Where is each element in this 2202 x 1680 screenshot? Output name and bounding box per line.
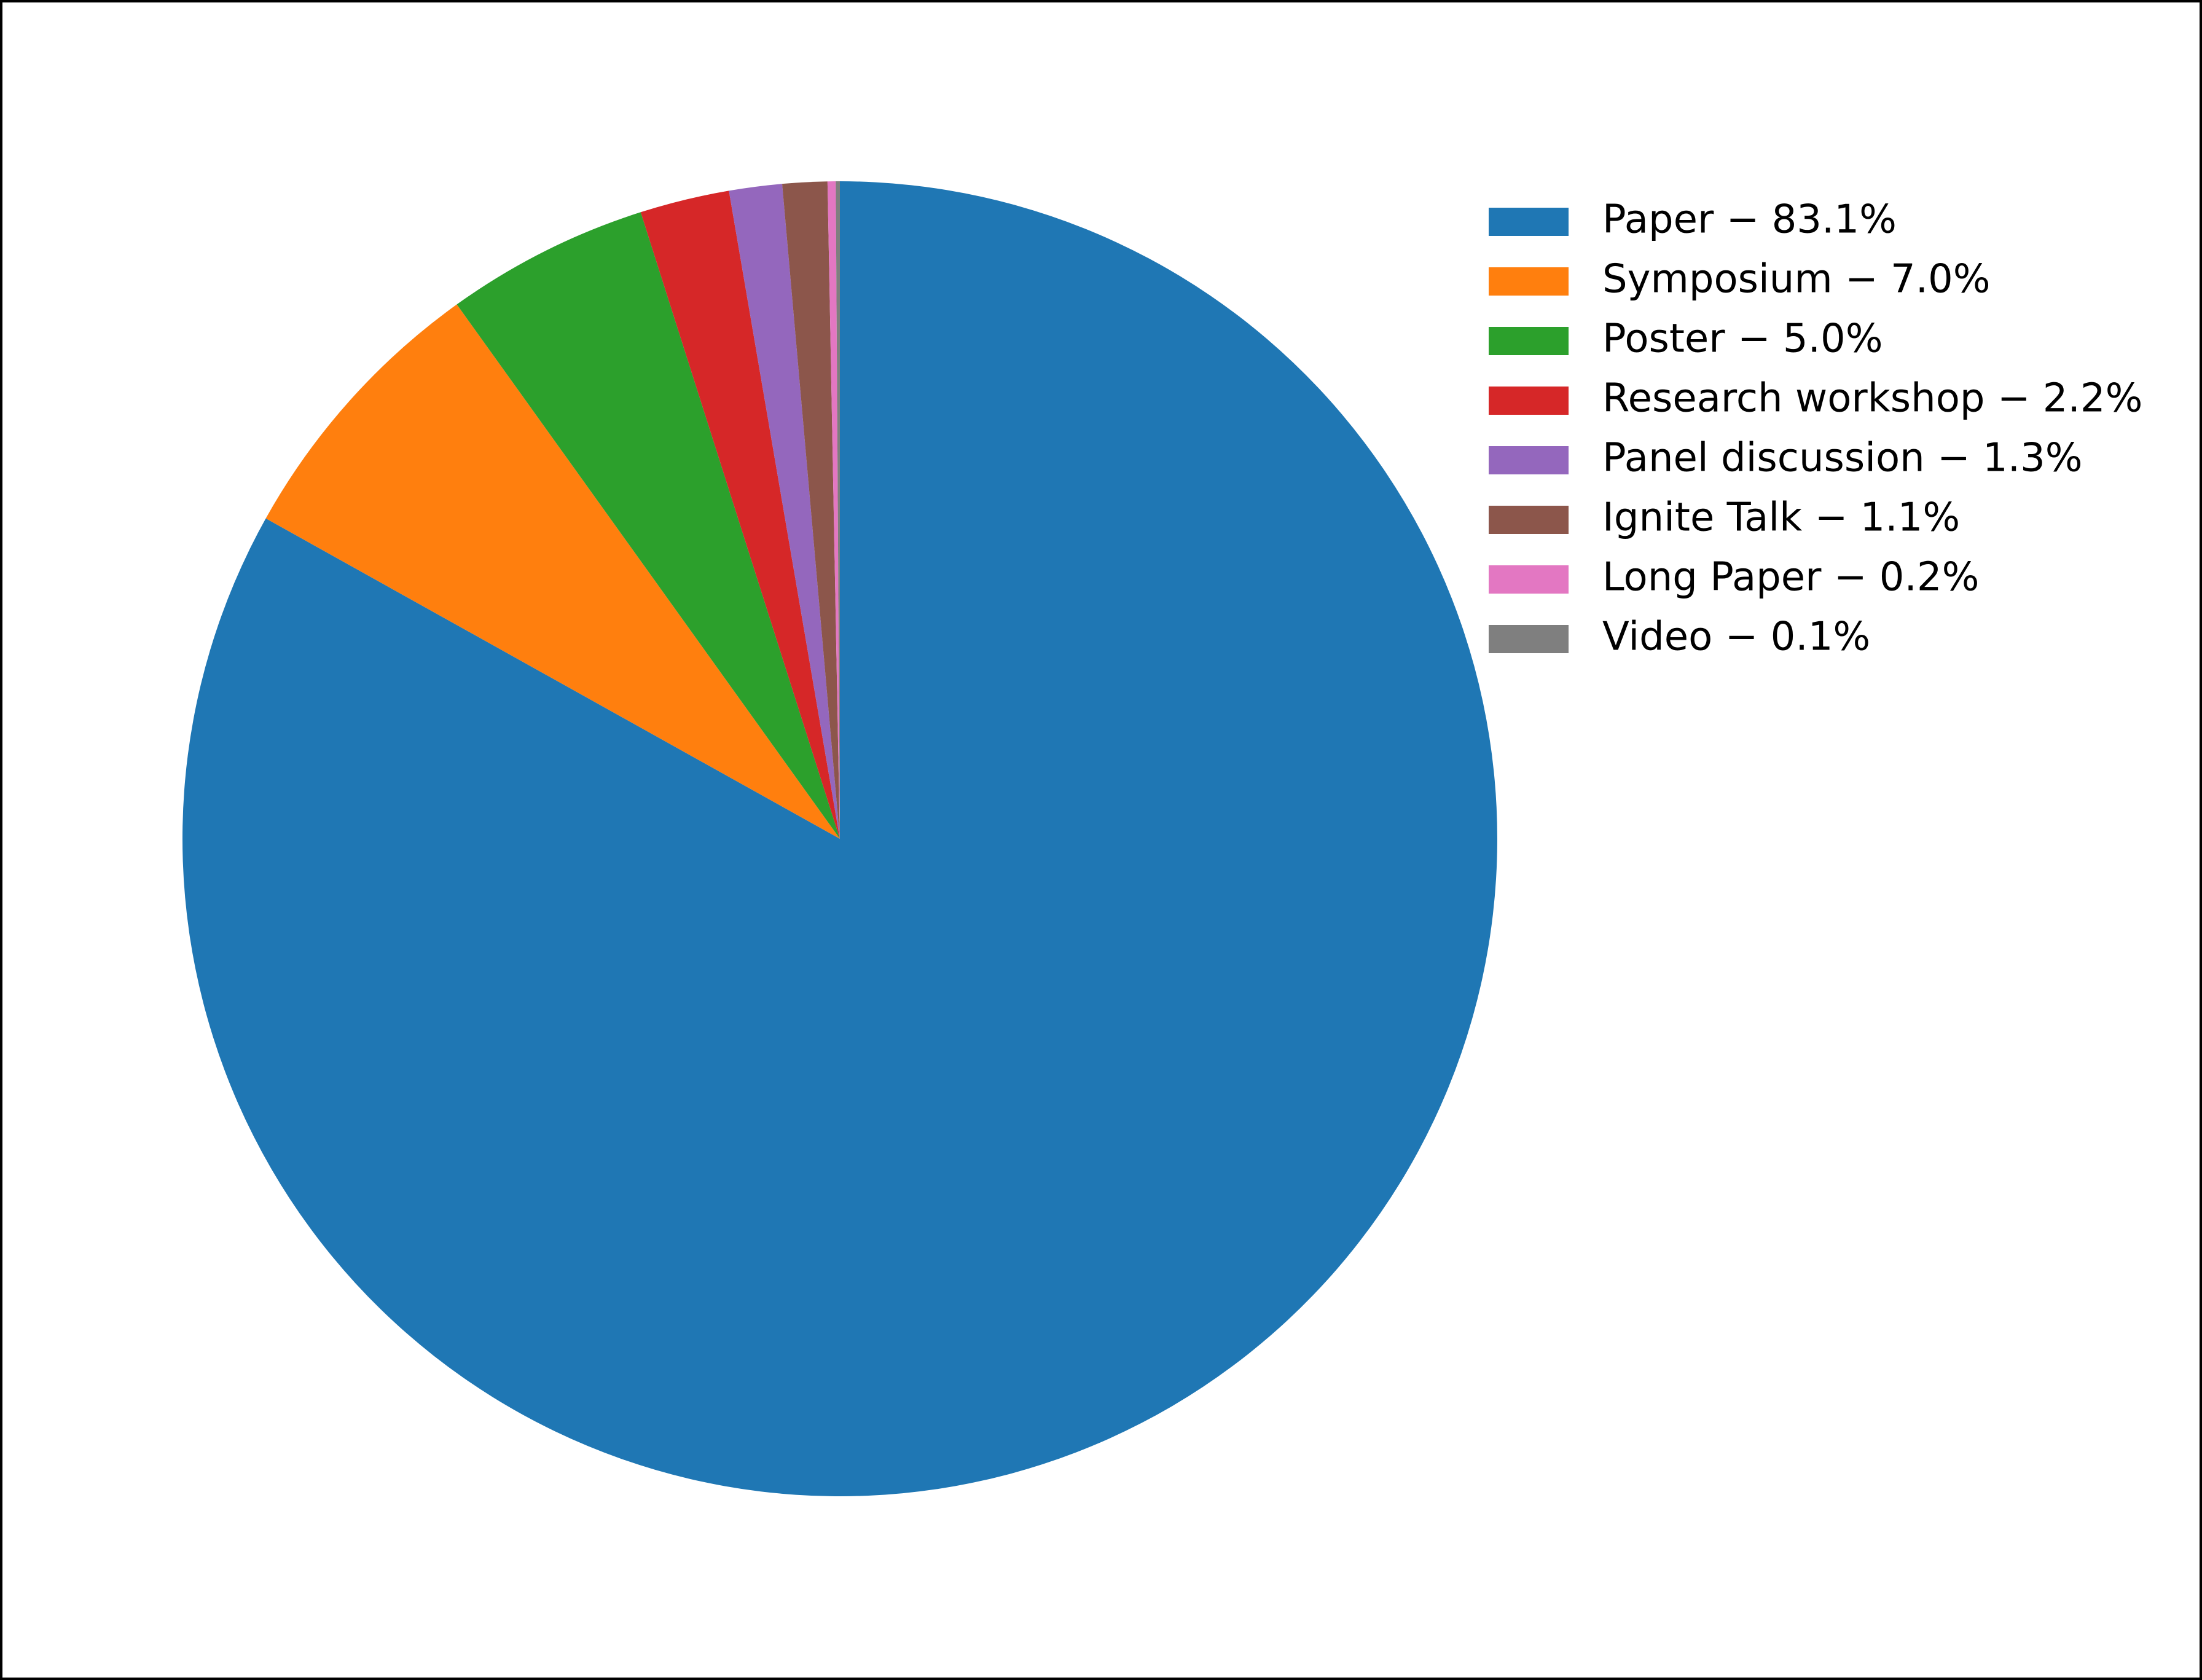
legend-label: Video − 0.1% (1602, 614, 1870, 660)
pie-slice (782, 181, 840, 839)
legend-swatch (1489, 267, 1569, 296)
legend-label: Poster − 5.0% (1602, 316, 1883, 362)
legend-swatch (1489, 327, 1569, 355)
legend-swatch (1489, 506, 1569, 534)
legend-label: Symposium − 7.0% (1602, 257, 1991, 302)
legend-label: Panel discussion − 1.3% (1602, 436, 2083, 481)
legend-swatch (1489, 208, 1569, 236)
pie-slice (640, 190, 840, 839)
legend-swatch (1489, 387, 1569, 415)
legend-swatch (1489, 625, 1569, 653)
pie-slice (265, 304, 840, 839)
pie-slice (827, 181, 840, 839)
pie-slice (456, 212, 840, 839)
legend-label: Long Paper − 0.2% (1602, 555, 1979, 600)
legend-label: Paper − 83.1% (1602, 197, 1897, 243)
legend-label: Ignite Talk − 1.1% (1602, 495, 1960, 541)
pie-slice (836, 181, 840, 839)
legend-swatch (1489, 565, 1569, 594)
legend-label: Research workshop − 2.2% (1602, 376, 2142, 422)
pie-slice (729, 184, 840, 839)
legend-swatch (1489, 446, 1569, 474)
